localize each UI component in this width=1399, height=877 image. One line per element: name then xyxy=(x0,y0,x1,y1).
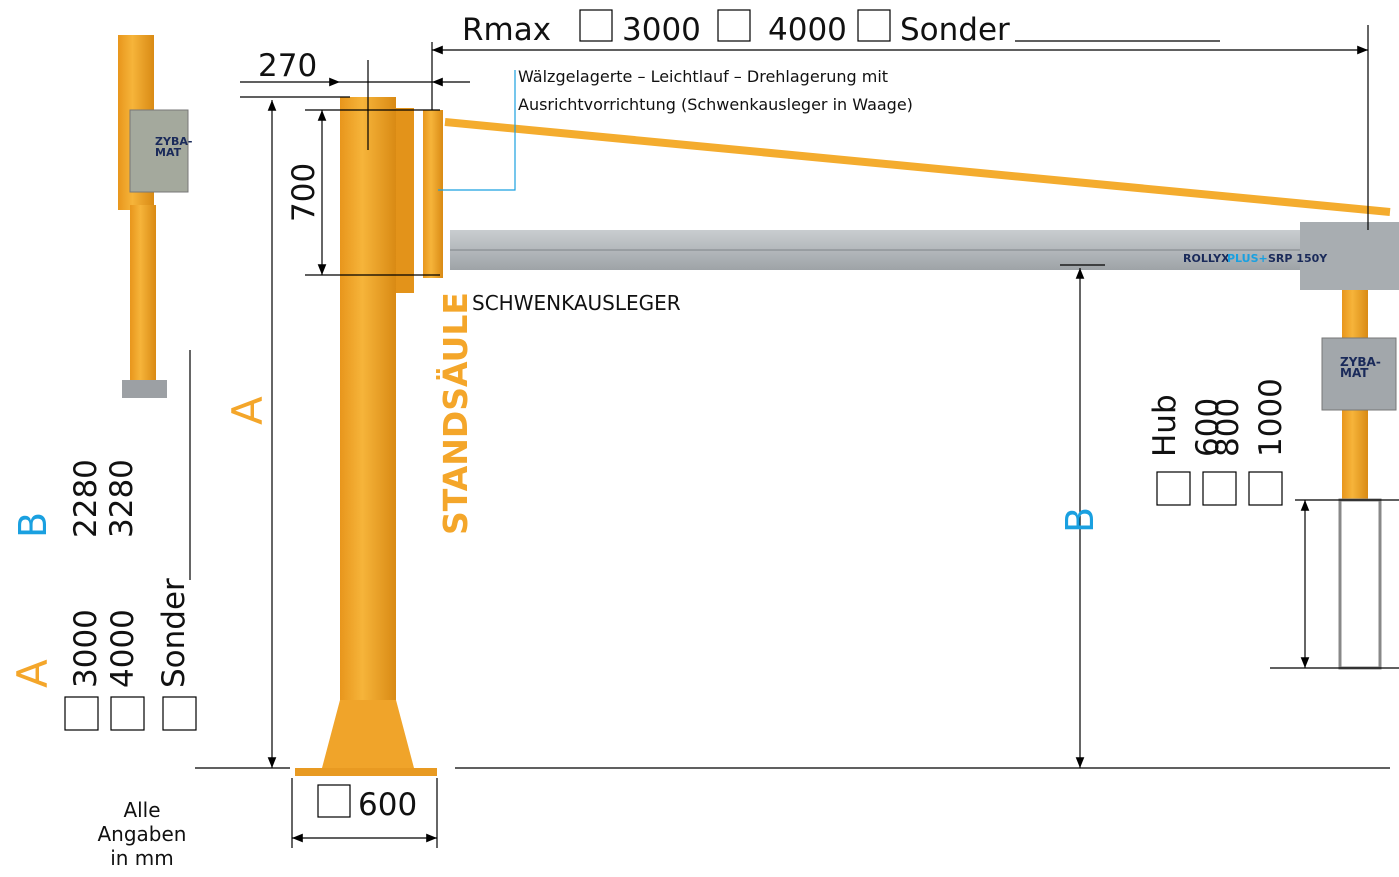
brand-plus: PLUS+ xyxy=(1227,252,1268,265)
hub-option: 800 xyxy=(1210,398,1246,457)
model: SRP 150Y xyxy=(1268,252,1328,265)
note: Angaben xyxy=(98,822,187,846)
checkboxes xyxy=(64,9,1283,818)
rmax-option: 4000 xyxy=(768,12,847,48)
offset-dimension: 270 xyxy=(258,48,317,84)
legend-a: A xyxy=(8,659,57,688)
device-bottom: MAT xyxy=(1340,366,1369,380)
dimensions xyxy=(189,25,1399,848)
callout: Wälzgelagerte – Leichtlauf – Drehlagerun… xyxy=(518,67,888,86)
legend-a-option: 3000 xyxy=(68,609,104,688)
rmax-label: Rmax xyxy=(462,12,551,48)
base-dimension: 600 xyxy=(358,787,417,823)
note: Alle xyxy=(123,798,160,822)
column-label: STANDSÄULE xyxy=(435,292,475,535)
note: in mm xyxy=(110,846,174,870)
dimension-a: A xyxy=(223,396,272,425)
dimension-b: B xyxy=(1058,507,1102,533)
hub-option: 1000 xyxy=(1253,378,1289,457)
brand: ROLLYX xyxy=(1183,252,1230,265)
legend-b-option: 2280 xyxy=(68,459,104,538)
legend-a-option: Sonder xyxy=(156,578,192,688)
crane xyxy=(118,35,1399,776)
callout: Ausrichtvorrichtung (Schwenkausleger in … xyxy=(518,95,913,114)
hub-option: 600 xyxy=(1190,398,1226,457)
legend-a-option: 4000 xyxy=(105,609,141,688)
device-top: ZYBA- xyxy=(1340,355,1381,369)
device-top: ZYBA- xyxy=(155,135,192,148)
height-dimension: 700 xyxy=(286,163,322,222)
rmax-option: 3000 xyxy=(622,12,701,48)
hub-label: Hub xyxy=(1147,394,1183,457)
rmax-option: Sonder xyxy=(900,12,1010,48)
legend-b: B xyxy=(11,512,55,538)
legend-b-option: 3280 xyxy=(104,459,140,538)
device-bottom: MAT xyxy=(155,146,182,159)
boom-label: SCHWENKAUSLEGER xyxy=(472,291,681,315)
